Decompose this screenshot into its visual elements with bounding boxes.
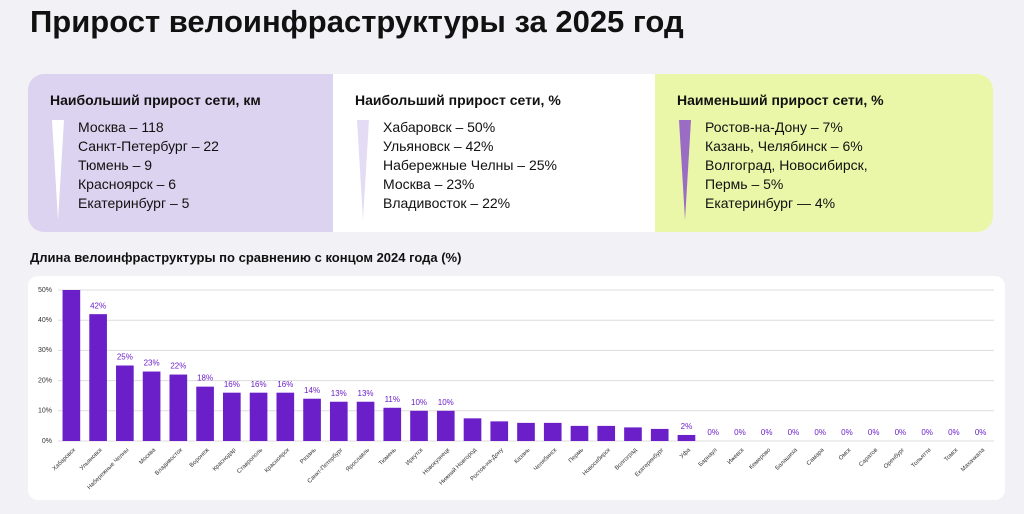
value-label: 2% bbox=[681, 422, 693, 431]
cards: Наибольший прирост сети, км Москва – 118 С… bbox=[28, 74, 993, 232]
bar bbox=[517, 422, 535, 441]
value-label: 16% bbox=[251, 380, 267, 389]
value-label: 0% bbox=[707, 428, 719, 437]
bar bbox=[597, 425, 616, 441]
card: Наибольший прирост сети, % Хабаровск – 50… bbox=[333, 74, 655, 232]
bar bbox=[436, 410, 455, 441]
chart-title: Длина велоинфраструктуры по сравнению с … bbox=[30, 250, 462, 265]
value-label: 23% bbox=[144, 359, 160, 368]
value-label: 13% bbox=[331, 389, 347, 398]
wedge bbox=[52, 120, 64, 220]
value-label: 0% bbox=[841, 428, 853, 437]
bar bbox=[463, 418, 482, 441]
value-label: 0% bbox=[868, 428, 880, 437]
value-label: 25% bbox=[117, 353, 133, 362]
card-item: Санкт-Петербург – 22 bbox=[78, 138, 219, 154]
bar bbox=[303, 398, 321, 441]
bar bbox=[570, 425, 589, 441]
value-label: 16% bbox=[277, 380, 293, 389]
bar bbox=[410, 410, 428, 441]
card-item: Владивосток – 22% bbox=[383, 195, 511, 211]
value-label: 16% bbox=[224, 380, 240, 389]
value-label: 42% bbox=[90, 301, 106, 310]
bar bbox=[383, 407, 402, 441]
bar bbox=[62, 290, 81, 441]
value-label: 13% bbox=[358, 389, 374, 398]
bar bbox=[276, 392, 295, 441]
card-item: Тюмень – 9 bbox=[78, 157, 153, 173]
bar bbox=[169, 374, 188, 441]
bar bbox=[650, 428, 669, 441]
value-label: 18% bbox=[197, 374, 213, 383]
bar bbox=[196, 386, 214, 441]
chart-panel bbox=[28, 276, 1005, 500]
card-item: Казань, Челябинск – 6% bbox=[705, 138, 863, 154]
card-item: Москва – 23% bbox=[383, 176, 475, 192]
card-title: Наибольший прирост сети, км bbox=[50, 92, 261, 108]
value-label: 0% bbox=[814, 428, 826, 437]
wedge bbox=[679, 120, 691, 220]
y-tick-label: 40% bbox=[38, 317, 52, 324]
card-title: Наибольший прирост сети, % bbox=[355, 92, 561, 108]
card-title: Наименьший прирост сети, % bbox=[677, 92, 884, 108]
bar bbox=[329, 401, 348, 441]
card-item: Москва – 118 bbox=[78, 119, 164, 135]
value-label: 0% bbox=[921, 428, 933, 437]
bar bbox=[490, 421, 509, 441]
bar bbox=[223, 392, 241, 441]
y-tick-label: 0% bbox=[42, 438, 52, 445]
bar bbox=[356, 401, 375, 441]
y-tick-label: 20% bbox=[38, 377, 52, 384]
value-label: 10% bbox=[411, 398, 427, 407]
bar bbox=[677, 434, 696, 441]
bar bbox=[543, 422, 562, 441]
chart: 0%10%20%30%40%50%Хабаровск Ульяновск42%На… bbox=[28, 276, 1005, 500]
bar bbox=[249, 392, 268, 441]
card-item: Ульяновск – 42% bbox=[383, 138, 494, 154]
card-item: Набережные Челны – 25% bbox=[383, 157, 557, 173]
value-label: 0% bbox=[734, 428, 746, 437]
page-title: Прирост велоинфраструктуры за 2025 год bbox=[30, 4, 684, 39]
y-tick-label: 30% bbox=[38, 347, 52, 354]
wedge bbox=[357, 120, 369, 220]
value-label: 0% bbox=[975, 428, 987, 437]
value-label: 10% bbox=[438, 398, 454, 407]
bar bbox=[89, 314, 107, 441]
card-item: Екатеринбург – 5 bbox=[78, 195, 190, 211]
bar bbox=[624, 427, 642, 441]
card: Наибольший прирост сети, км Москва – 118 С… bbox=[28, 74, 333, 232]
y-tick-label: 10% bbox=[38, 408, 52, 415]
y-tick-label: 50% bbox=[38, 287, 52, 294]
card-item: Хабаровск – 50% bbox=[383, 119, 496, 135]
card-item: Ростов-на-Дону – 7% bbox=[705, 119, 843, 135]
value-label: 11% bbox=[385, 395, 400, 404]
bar bbox=[142, 371, 161, 441]
bar bbox=[116, 365, 134, 441]
card-item: Екатеринбург — 4% bbox=[705, 195, 836, 211]
value-label: 14% bbox=[304, 386, 320, 395]
value-label: 0% bbox=[948, 428, 960, 437]
card-item: Красноярск – 6 bbox=[78, 176, 177, 192]
value-label: 0% bbox=[788, 428, 800, 437]
value-label: 0% bbox=[895, 428, 907, 437]
card-item: Волгоград, Новосибирск, Пермь – 5% bbox=[705, 157, 868, 192]
value-label: 22% bbox=[170, 362, 186, 371]
value-label: 0% bbox=[761, 428, 773, 437]
card: Наименьший прирост сети, % Ростов-на-Дону… bbox=[655, 74, 993, 232]
